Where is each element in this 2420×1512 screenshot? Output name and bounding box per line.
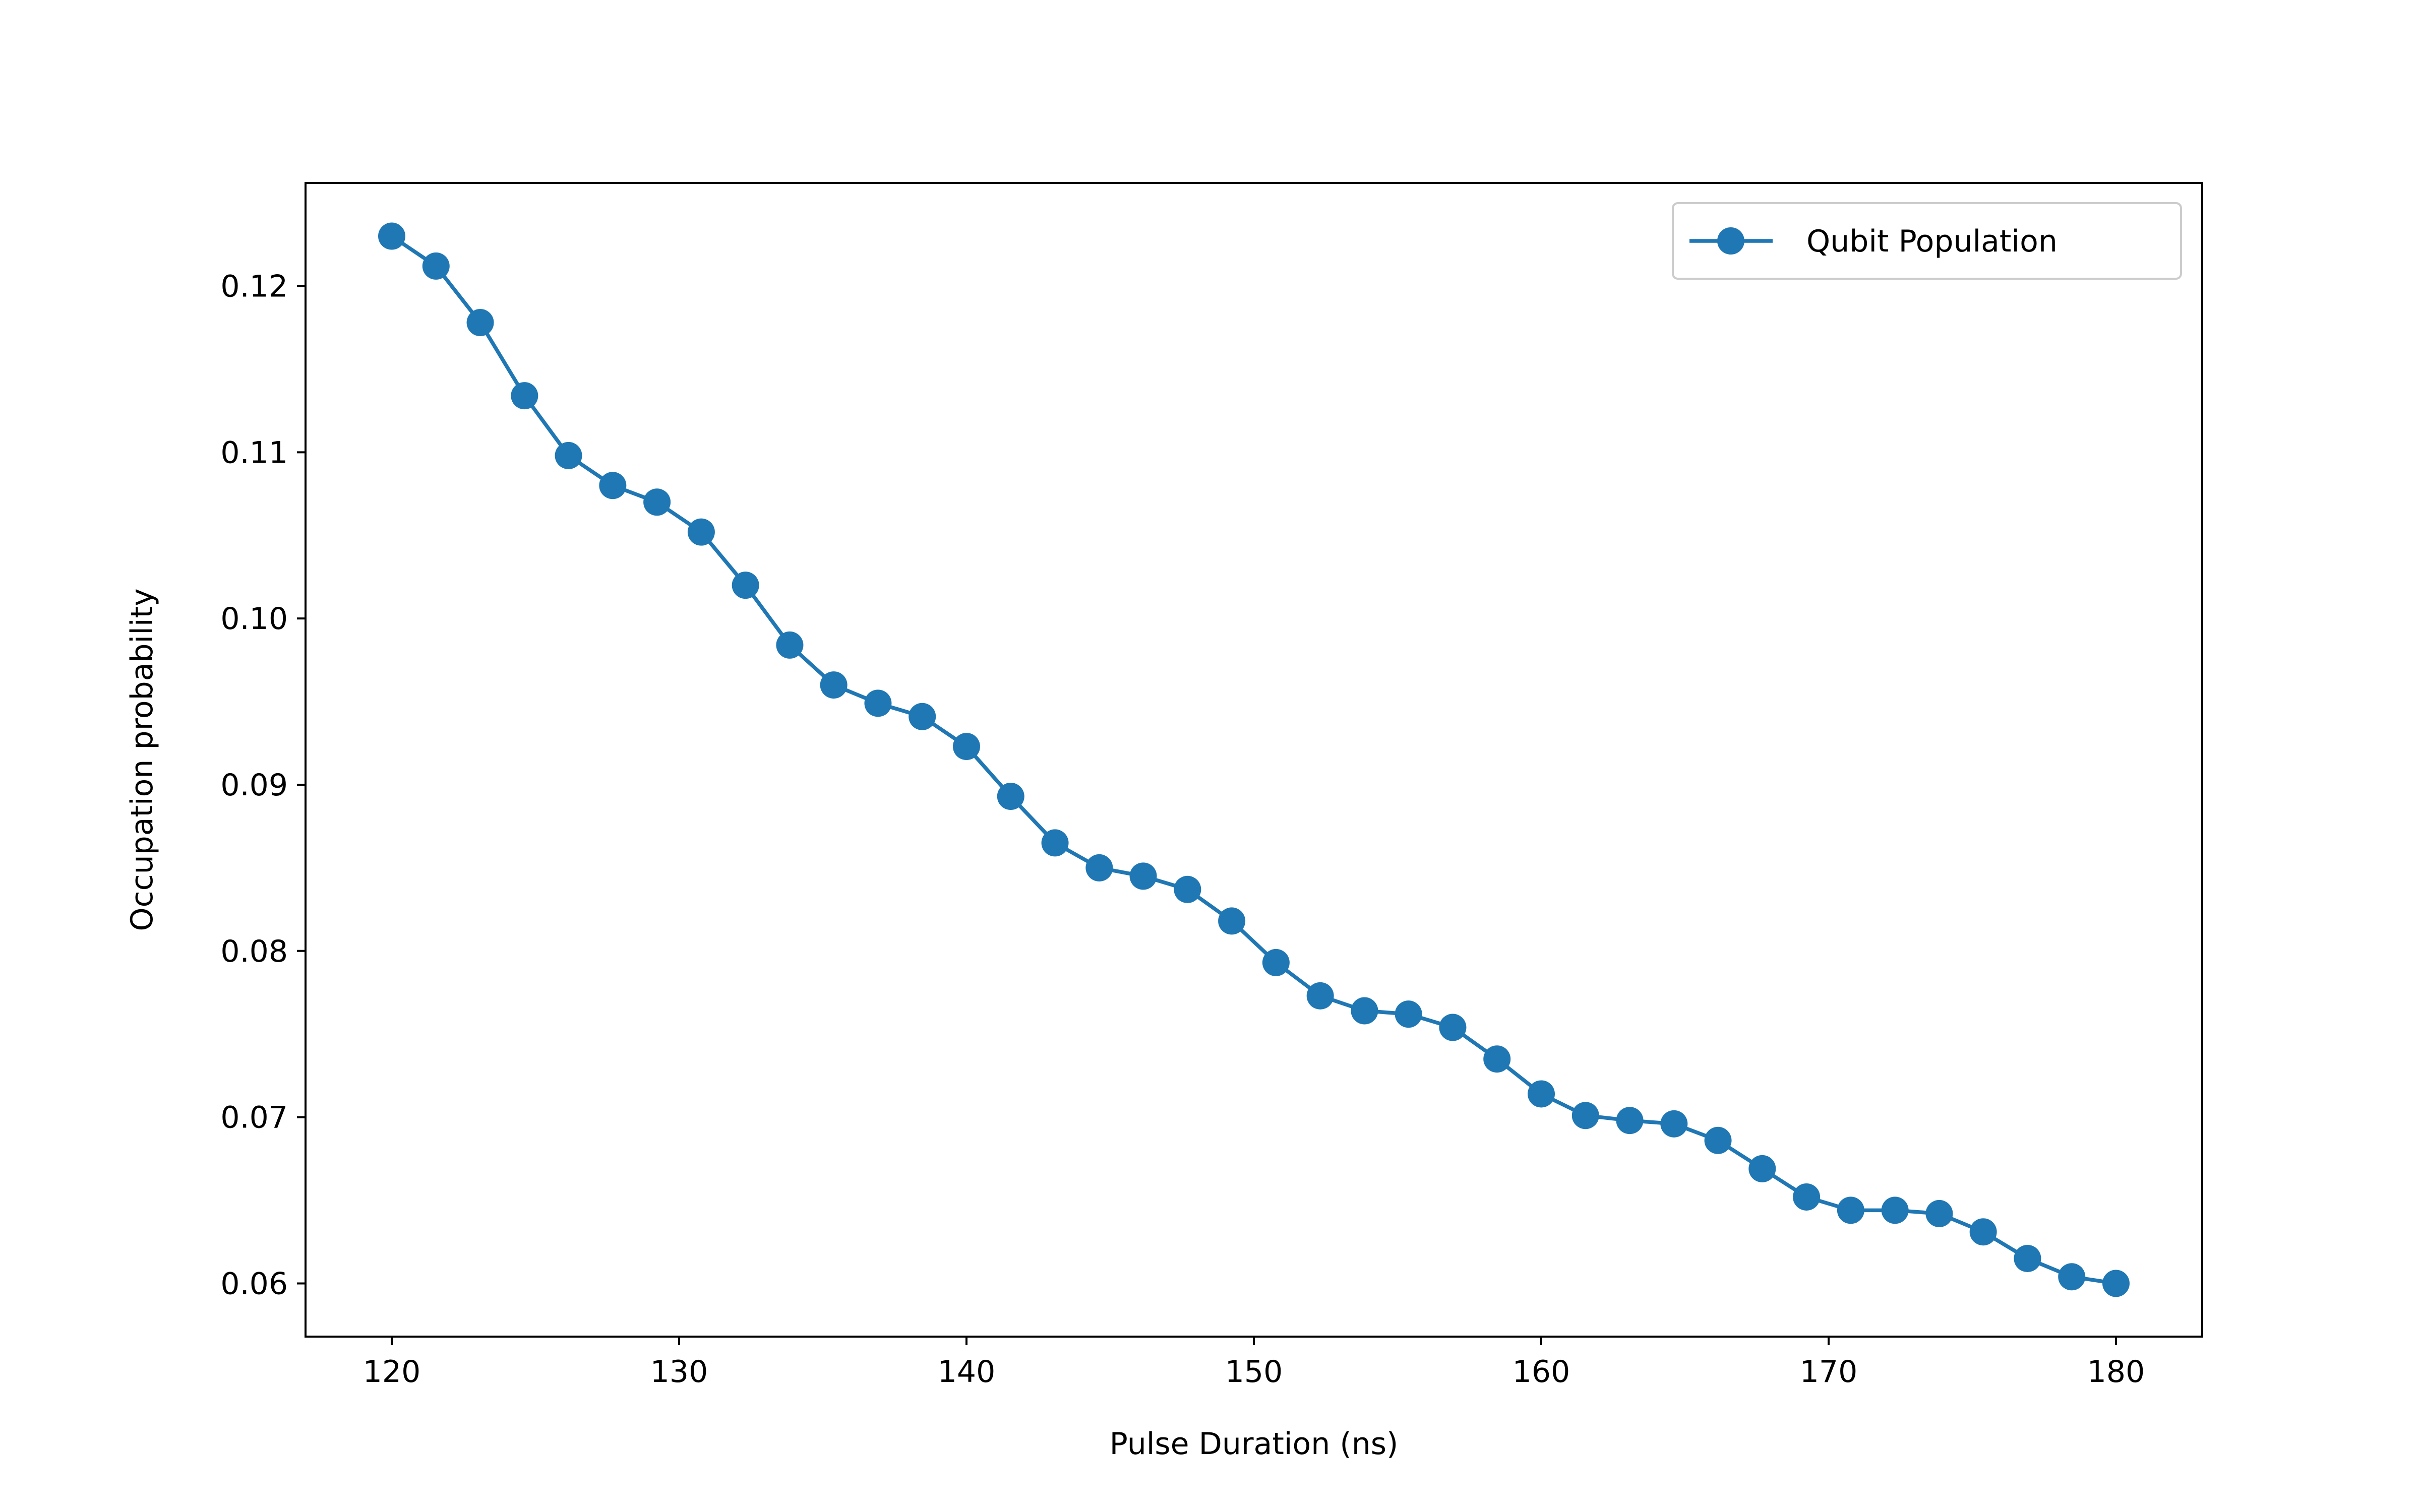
data-point (1174, 875, 1201, 903)
x-tick-label: 120 (363, 1354, 421, 1390)
y-axis-label: Occupation probability (125, 588, 160, 931)
legend-label-qubit-population: Qubit Population (1806, 224, 2058, 259)
x-tick-label: 140 (938, 1354, 996, 1390)
data-point (820, 671, 848, 699)
data-point (1616, 1107, 1644, 1135)
data-point (1704, 1126, 1732, 1154)
y-tick-label: 0.11 (220, 435, 288, 470)
data-point (1262, 949, 1290, 976)
data-point (953, 733, 980, 761)
data-point (378, 222, 405, 250)
x-axis-ticks: 120 130 140 150 160 170 180 (363, 1337, 2145, 1390)
series-line-qubit-population (390, 234, 2118, 1286)
plot-area (378, 222, 2130, 1297)
x-tick-label: 170 (1800, 1354, 1858, 1390)
series-markers-qubit-population (378, 222, 2130, 1297)
y-tick-label: 0.08 (220, 934, 288, 969)
axes-frame (305, 182, 2203, 1338)
x-tick-label: 130 (650, 1354, 708, 1390)
data-point (1793, 1183, 1821, 1211)
x-tick-label: 180 (2087, 1354, 2145, 1390)
data-point (643, 488, 671, 516)
data-point (1085, 854, 1113, 881)
data-point (1969, 1218, 1997, 1246)
x-tick-label: 160 (1512, 1354, 1570, 1390)
y-tick-label: 0.06 (220, 1266, 288, 1301)
data-point (1528, 1080, 1555, 1108)
data-point (1129, 862, 1157, 890)
data-point (2058, 1263, 2086, 1291)
data-point (1881, 1196, 1909, 1224)
data-point (599, 472, 627, 499)
data-point (1483, 1045, 1511, 1073)
legend: Qubit Population (1672, 202, 2182, 280)
data-point (555, 442, 582, 469)
data-point (422, 252, 450, 280)
data-point (1218, 907, 1246, 935)
data-point (1571, 1102, 1599, 1129)
y-tick-label: 0.12 (220, 269, 288, 304)
data-point (1041, 829, 1069, 857)
data-point (1925, 1200, 1953, 1227)
y-tick-label: 0.10 (220, 601, 288, 637)
data-point (776, 631, 804, 659)
x-axis-label: Pulse Duration (ns) (1110, 1426, 1399, 1462)
data-point (732, 572, 759, 599)
data-point (1351, 997, 1378, 1025)
data-point (997, 783, 1024, 810)
data-point (2102, 1270, 2130, 1297)
data-point (1306, 982, 1334, 1010)
data-point (1395, 1000, 1422, 1028)
data-point (511, 382, 538, 410)
data-point (864, 689, 892, 717)
data-point (1837, 1196, 1864, 1224)
y-axis-ticks: 0.06 0.07 0.08 0.09 0.10 0.11 0.12 (220, 269, 306, 1301)
y-tick-label: 0.09 (220, 768, 288, 803)
data-point (1748, 1155, 1776, 1182)
data-point (466, 309, 494, 337)
data-point (1660, 1110, 1688, 1138)
y-tick-label: 0.07 (220, 1100, 288, 1136)
data-point (687, 518, 715, 546)
data-point (1439, 1014, 1467, 1041)
data-point (2014, 1244, 2041, 1272)
legend-box (1672, 202, 2182, 280)
x-tick-label: 150 (1225, 1354, 1283, 1390)
data-point (909, 703, 936, 730)
legend-marker-swatch (1717, 227, 1744, 255)
